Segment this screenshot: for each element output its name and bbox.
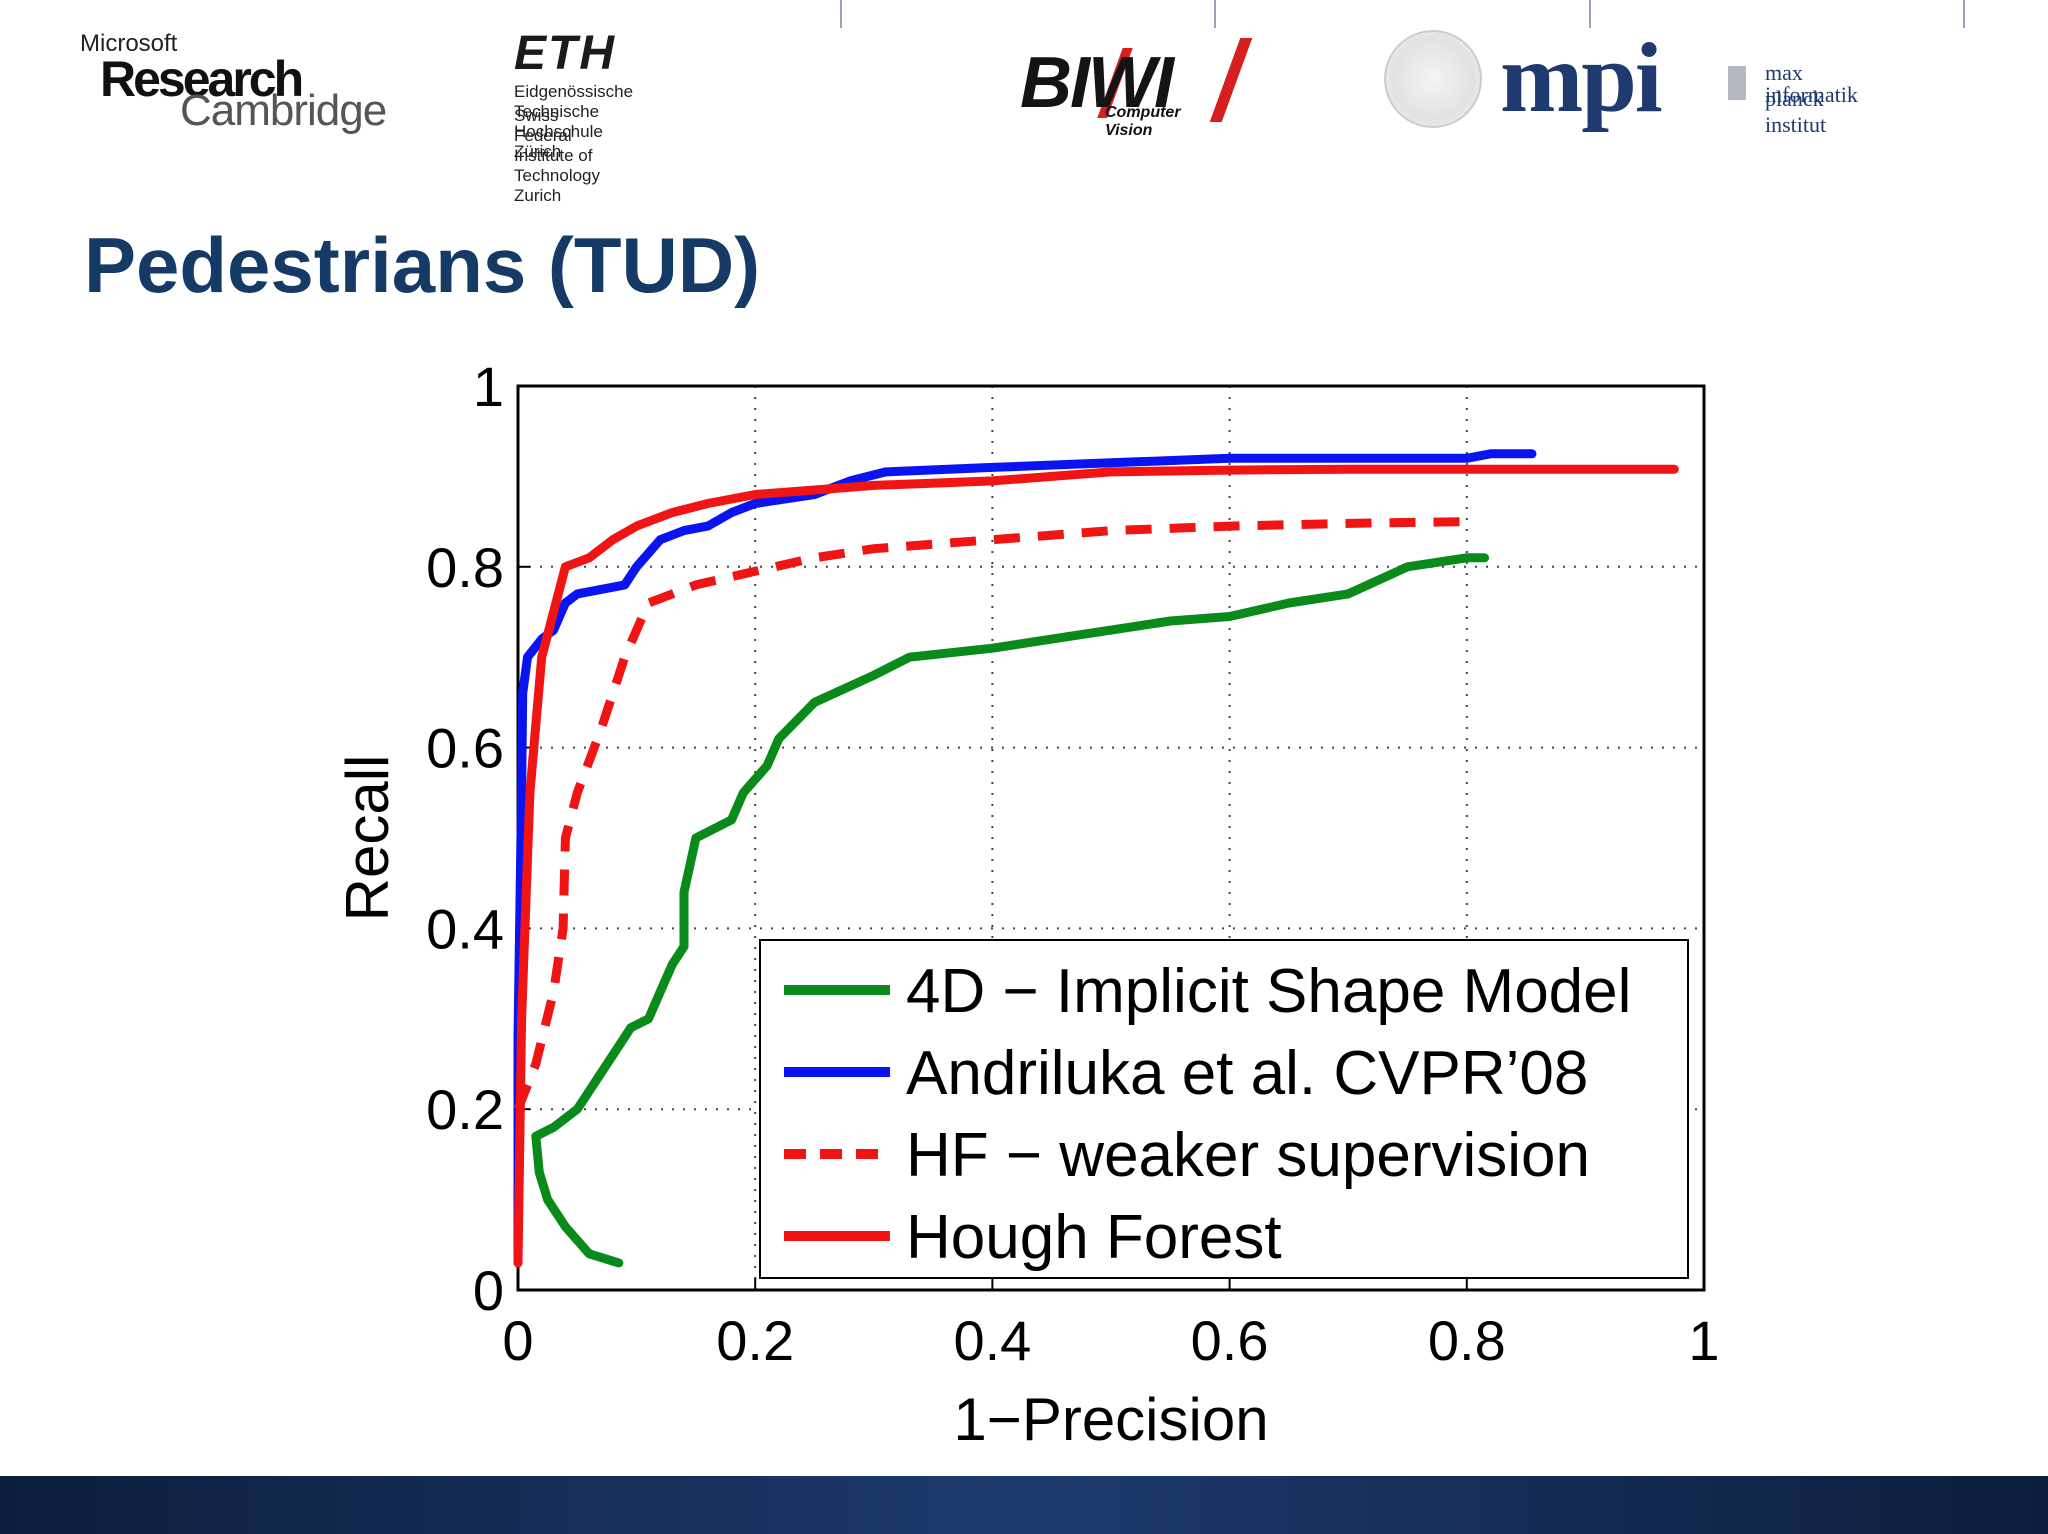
legend-label: HF − weaker supervision	[906, 1121, 1590, 1190]
x-tick-label: 0.2	[716, 1309, 794, 1372]
microsoft-research-text: Research	[100, 51, 304, 107]
series-line	[531, 553, 1490, 1268]
x-tick-label: 0	[502, 1309, 533, 1372]
microsoft-cambridge-text: Cambridge	[180, 86, 387, 135]
chart-legend: 4D − Implicit Shape Model Andriluka et al…	[759, 939, 1689, 1279]
footer-bar	[0, 1476, 2048, 1534]
x-tick-label: 0.6	[1191, 1309, 1269, 1372]
x-tick-label: 0.4	[953, 1309, 1031, 1372]
x-axis-label: 1−Precision	[953, 1386, 1268, 1453]
mpi-line1: max planck institut	[1765, 60, 1827, 137]
legend-box	[759, 939, 1689, 1279]
x-tick-label: 1	[1688, 1309, 1719, 1372]
y-axis-label: Recall	[334, 755, 401, 922]
y-tick-label: 0.2	[426, 1078, 504, 1141]
header-divider	[1963, 0, 1965, 28]
mpi-seal-icon	[1384, 30, 1482, 128]
header-divider	[1589, 0, 1591, 28]
mpi-line2: informatik	[1765, 82, 1858, 107]
header-divider	[1214, 0, 1216, 28]
y-tick-label: 0.6	[426, 717, 504, 780]
eth-line1: Eidgenössische Technische Hochschule Zür…	[514, 82, 634, 161]
eth-line2: Swiss Federal Institute of Technology Zu…	[514, 106, 601, 205]
legend-label: Hough Forest	[906, 1203, 1282, 1272]
biwi-subtitle: Computer Vision	[1105, 104, 1181, 139]
legend-label: 4D − Implicit Shape Model	[906, 957, 1631, 1026]
slide-title: Pedestrians (TUD)	[84, 221, 761, 309]
eth-logo-text: ETH	[514, 27, 616, 80]
y-tick-label: 1	[473, 355, 504, 418]
microsoft-small-text: Microsoft	[80, 30, 178, 57]
y-tick-label: 0	[473, 1259, 504, 1322]
series-line	[513, 464, 1679, 1268]
logo-header: Microsoft Research Cambridge ETH Eidgenö…	[0, 0, 2048, 205]
axis-ticks: 0 0.2 0.4 0.6 0.8 1 0 0.2 0.4 0.6 0.8 1	[426, 355, 1719, 1372]
y-tick-label: 0.4	[426, 897, 504, 960]
header-divider	[840, 0, 842, 28]
series-line	[513, 517, 1467, 1111]
x-tick-label: 0.8	[1428, 1309, 1506, 1372]
mpi-letters: mpi	[1500, 22, 1663, 133]
legend-label: Andriluka et al. CVPR’08	[906, 1039, 1588, 1108]
y-tick-label: 0.8	[426, 536, 504, 599]
biwi-logo-text: BIWI	[1020, 43, 1174, 123]
chart-series	[513, 449, 1679, 1268]
series-line	[513, 449, 1537, 1268]
mpi-grey-bar	[1728, 66, 1746, 100]
chart-grid	[518, 386, 1704, 1290]
